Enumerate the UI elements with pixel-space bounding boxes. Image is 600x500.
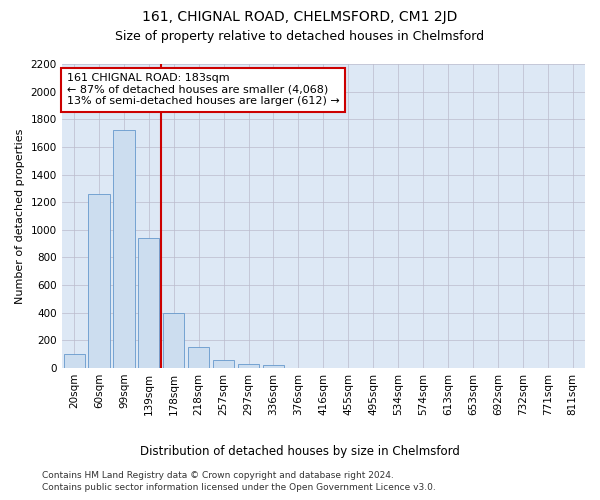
Text: Distribution of detached houses by size in Chelmsford: Distribution of detached houses by size …	[140, 445, 460, 458]
Bar	[238, 364, 259, 368]
Text: 161, CHIGNAL ROAD, CHELMSFORD, CM1 2JD: 161, CHIGNAL ROAD, CHELMSFORD, CM1 2JD	[142, 10, 458, 24]
Text: Contains HM Land Registry data © Crown copyright and database right 2024.: Contains HM Land Registry data © Crown c…	[42, 471, 394, 480]
Bar	[138, 238, 160, 368]
Bar	[113, 130, 134, 368]
Bar	[64, 354, 85, 368]
Text: Size of property relative to detached houses in Chelmsford: Size of property relative to detached ho…	[115, 30, 485, 43]
Bar	[163, 312, 184, 368]
Bar	[263, 366, 284, 368]
Bar	[213, 360, 234, 368]
Bar	[88, 194, 110, 368]
Bar	[188, 348, 209, 368]
Text: 161 CHIGNAL ROAD: 183sqm
← 87% of detached houses are smaller (4,068)
13% of sem: 161 CHIGNAL ROAD: 183sqm ← 87% of detach…	[67, 73, 340, 106]
Text: Contains public sector information licensed under the Open Government Licence v3: Contains public sector information licen…	[42, 484, 436, 492]
Y-axis label: Number of detached properties: Number of detached properties	[15, 128, 25, 304]
